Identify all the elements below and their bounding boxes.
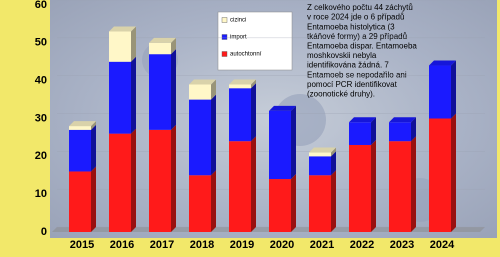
bar-side xyxy=(131,26,136,61)
legend-swatch xyxy=(222,18,227,23)
legend-swatch xyxy=(222,52,227,57)
legend-swatch xyxy=(222,35,227,40)
bar xyxy=(189,175,211,232)
bar-side xyxy=(411,136,416,232)
annotation-line: tkáňové formy) a 29 případů xyxy=(307,32,407,41)
bar-side xyxy=(211,170,216,232)
annotation-line: moshkovskii nebyla xyxy=(307,51,377,60)
x-tick-label: 2017 xyxy=(150,239,174,251)
annotation-line: Entamoeb se nepodařilo ani xyxy=(307,70,407,79)
x-tick-label: 2024 xyxy=(430,239,455,251)
y-tick-label: 30 xyxy=(35,112,47,124)
legend-label: cizinci xyxy=(230,18,246,24)
bar xyxy=(229,84,251,88)
x-tick-label: 2016 xyxy=(110,239,134,251)
bar xyxy=(189,84,211,99)
bar xyxy=(389,122,411,141)
annotation-line: Entamoeba dispar. Entamoeba xyxy=(307,42,417,51)
bar xyxy=(189,100,211,176)
bar xyxy=(389,141,411,232)
bar-side xyxy=(131,57,136,134)
y-tick-label: 20 xyxy=(35,150,47,162)
bar xyxy=(429,119,451,233)
bar-side xyxy=(211,95,216,176)
bar-side xyxy=(291,174,296,232)
annotation-line: pomocí PCR identifikovat xyxy=(307,80,398,89)
bar xyxy=(309,156,331,175)
y-tick-label: 50 xyxy=(35,37,47,49)
bar-side xyxy=(171,125,176,232)
bar xyxy=(149,130,171,232)
chart: Z celkového počtu 44 záchytův roce 2024 … xyxy=(0,0,500,257)
bar-side xyxy=(331,170,336,232)
bar xyxy=(69,130,91,172)
bar-side xyxy=(251,83,256,141)
x-tick-label: 2020 xyxy=(270,239,294,251)
legend-label: autochtonní xyxy=(230,52,262,58)
bar xyxy=(309,153,331,157)
annotation-line: Entamoeba histolytica (3 xyxy=(307,22,395,31)
bar xyxy=(269,111,291,179)
bar xyxy=(109,31,131,61)
x-tick-label: 2018 xyxy=(190,239,214,251)
bar-side xyxy=(251,136,256,232)
bar xyxy=(349,122,371,145)
bar-side xyxy=(91,166,96,232)
y-tick-label: 0 xyxy=(41,226,47,238)
bar xyxy=(109,134,131,232)
bar xyxy=(229,88,251,141)
bar xyxy=(349,145,371,232)
bar xyxy=(309,175,331,232)
bar-side xyxy=(171,49,176,130)
y-tick-label: 60 xyxy=(35,0,47,11)
legend-label: import xyxy=(230,35,247,41)
bar xyxy=(429,66,451,119)
x-tick-label: 2019 xyxy=(230,239,254,251)
y-tick-label: 10 xyxy=(35,188,47,200)
y-tick-label: 40 xyxy=(35,75,47,87)
x-tick-label: 2023 xyxy=(390,239,414,251)
x-tick-label: 2021 xyxy=(310,239,334,251)
bar xyxy=(109,62,131,134)
bar-side xyxy=(371,140,376,232)
bar-side xyxy=(451,114,456,233)
bar-side xyxy=(131,129,136,232)
bar-side xyxy=(451,61,456,119)
annotation-line: Z celkového počtu 44 záchytů xyxy=(307,3,413,12)
annotation-line: v roce 2024 jde o 6 případů xyxy=(307,13,404,22)
bar xyxy=(149,54,171,130)
bar xyxy=(269,179,291,232)
x-tick-label: 2022 xyxy=(350,239,374,251)
legend: autochtonní import cizinci xyxy=(218,12,292,70)
x-tick-label: 2015 xyxy=(70,239,94,251)
bar-side xyxy=(291,106,296,179)
bar xyxy=(229,141,251,232)
annotation-line: (zoonotické druhy). xyxy=(307,90,375,99)
bar xyxy=(149,43,171,54)
bar xyxy=(69,126,91,130)
bar xyxy=(69,171,91,232)
bar-side xyxy=(91,125,96,172)
annotation-line: identifikována žádná. 7 xyxy=(307,61,389,70)
